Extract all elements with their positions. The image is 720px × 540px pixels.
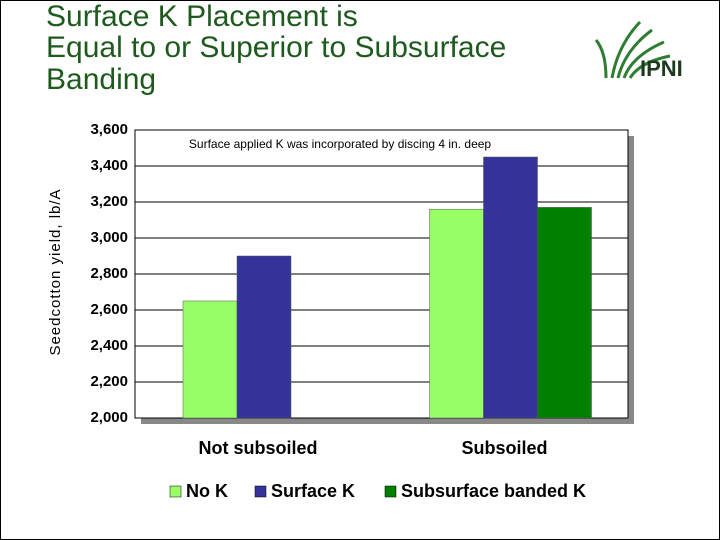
annotation: Surface applied K was incorporated by di… <box>189 137 492 151</box>
y-tick-label: 2,200 <box>90 373 128 390</box>
x-tick-label: Subsoiled <box>461 438 547 458</box>
legend-label: No K <box>186 481 228 501</box>
logo-text: IPNI <box>640 56 683 81</box>
y-tick-label: 2,000 <box>90 409 128 426</box>
x-tick-label: Not subsoiled <box>198 438 317 458</box>
bar <box>483 156 538 419</box>
y-tick-label: 2,600 <box>90 301 128 318</box>
y-tick-label: 3,600 <box>90 121 128 138</box>
legend-label: Surface K <box>271 481 355 501</box>
title-line: Banding <box>46 63 156 96</box>
y-tick-label: 2,800 <box>90 265 128 282</box>
bar <box>182 300 238 419</box>
y-tick-label: 3,400 <box>90 157 128 174</box>
y-tick-label: 3,200 <box>90 193 128 210</box>
bar <box>236 255 292 419</box>
legend-swatch <box>169 485 182 498</box>
title-line: Surface K Placement is <box>46 0 358 33</box>
bar <box>429 208 484 419</box>
title-line: Equal to or Superior to Subsurface <box>46 31 506 64</box>
legend-swatch <box>254 485 267 498</box>
legend-label: Subsurface banded K <box>401 481 586 501</box>
y-axis-label: Seedcotton yield, lb/A <box>47 188 64 355</box>
logo-leaves <box>594 20 671 79</box>
legend-swatch <box>384 485 397 498</box>
bar <box>537 207 592 419</box>
y-tick-label: 2,400 <box>90 337 128 354</box>
logo: IPNI <box>594 20 683 81</box>
y-tick-label: 3,000 <box>90 229 128 246</box>
